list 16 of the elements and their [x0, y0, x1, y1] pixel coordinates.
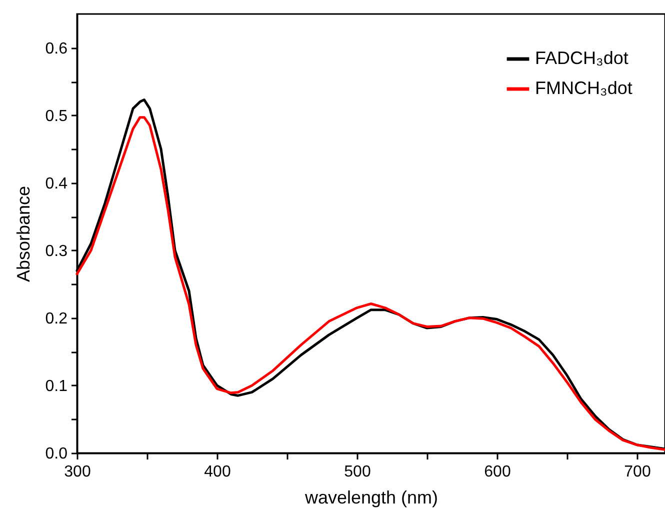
y-tick-label: 0.3	[45, 242, 68, 260]
y-axis-title: Absorbance	[13, 186, 34, 282]
y-tick-label: 0.6	[45, 40, 68, 58]
y-tick-label: 0.2	[45, 310, 68, 328]
y-tick-label: 0.5	[45, 108, 68, 125]
x-tick-label: 400	[204, 464, 231, 480]
y-tick-label: 0.1	[45, 378, 68, 395]
legend-label: FMNCH₃dot	[535, 78, 632, 98]
x-tick-label: 300	[64, 464, 91, 480]
x-tick-label: 700	[624, 464, 651, 480]
legend-label: FADCH₃dot	[535, 48, 628, 68]
y-tick-label: 0.0	[45, 446, 68, 462]
y-tick-label: 0.4	[45, 175, 68, 192]
x-axis-title: wavelength (nm)	[304, 488, 438, 508]
x-tick-label: 600	[484, 464, 511, 480]
x-tick-label: 500	[344, 464, 371, 480]
